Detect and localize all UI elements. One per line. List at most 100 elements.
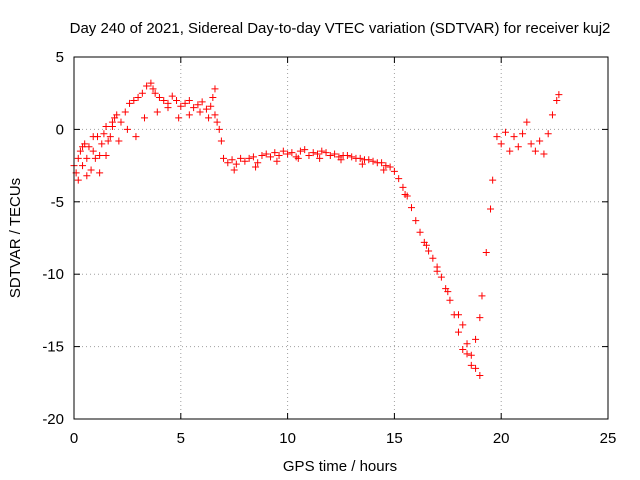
data-point: [322, 149, 330, 157]
data-point: [279, 147, 287, 155]
data-point: [284, 150, 292, 158]
data-point: [134, 94, 142, 102]
data-point: [245, 154, 253, 162]
data-point: [365, 156, 373, 164]
data-point: [177, 102, 185, 110]
data-point: [198, 98, 206, 106]
data-point: [296, 147, 304, 155]
data-point: [271, 149, 279, 157]
data-point: [482, 248, 490, 256]
data-point: [85, 143, 93, 151]
x-ticks: 0 5 10 15 20 25: [70, 57, 617, 447]
y-tick-label: -10: [42, 266, 64, 283]
x-tick-label: 25: [600, 430, 617, 447]
data-point: [416, 228, 424, 236]
data-point: [151, 89, 159, 97]
x-tick-label: 5: [177, 430, 185, 447]
data-point: [196, 108, 204, 116]
data-point: [467, 351, 475, 359]
data-point: [217, 137, 225, 145]
data-point: [305, 151, 313, 159]
data-point: [356, 154, 364, 162]
data-point: [348, 153, 356, 161]
data-point: [194, 101, 202, 109]
data-point: [181, 99, 189, 107]
data-point: [232, 160, 240, 168]
data-point: [501, 128, 509, 136]
data-point: [463, 340, 471, 348]
y-tick-label: -5: [51, 194, 64, 211]
data-point: [215, 125, 223, 133]
data-point: [267, 153, 275, 161]
data-point: [380, 166, 388, 174]
data-point: [358, 160, 366, 168]
data-point: [102, 123, 110, 131]
x-tick-label: 0: [70, 430, 78, 447]
data-point: [487, 205, 495, 213]
data-point: [98, 140, 106, 148]
data-point: [207, 102, 215, 110]
data-point: [108, 123, 116, 131]
data-point: [121, 108, 129, 116]
data-point: [164, 104, 172, 112]
data-point: [316, 154, 324, 162]
data-point: [130, 96, 138, 104]
data-point: [472, 364, 480, 372]
data-point: [79, 143, 87, 151]
data-point: [262, 150, 270, 158]
x-tick-label: 15: [386, 430, 403, 447]
data-point: [309, 149, 317, 157]
data-point: [519, 130, 527, 138]
data-point: [185, 111, 193, 119]
data-point: [220, 154, 228, 162]
data-points: [70, 79, 563, 380]
data-point: [74, 176, 82, 184]
data-point: [213, 118, 221, 126]
data-point: [422, 241, 430, 249]
data-point: [510, 133, 518, 141]
data-point: [446, 296, 454, 304]
data-point: [326, 151, 334, 159]
data-point: [140, 114, 148, 122]
data-point: [106, 133, 114, 141]
data-point: [147, 79, 155, 87]
data-point: [506, 147, 514, 155]
data-point: [209, 94, 217, 102]
data-point: [463, 350, 471, 358]
data-point: [96, 151, 104, 159]
data-point: [459, 321, 467, 329]
data-point: [89, 147, 97, 155]
data-point: [412, 217, 420, 225]
data-point: [143, 82, 151, 90]
data-point: [314, 150, 322, 158]
data-point: [149, 85, 157, 93]
data-point: [497, 140, 505, 148]
data-point: [548, 111, 556, 119]
data-point: [228, 156, 236, 164]
x-tick-label: 10: [279, 430, 296, 447]
data-point: [115, 137, 123, 145]
data-point: [369, 157, 377, 165]
data-point: [102, 151, 110, 159]
chart-title: Day 240 of 2021, Sidereal Day-to-day VTE…: [70, 20, 611, 37]
data-point: [275, 151, 283, 159]
plot-frame: [73, 56, 609, 420]
data-point: [258, 151, 266, 159]
data-point: [104, 137, 112, 145]
data-point: [429, 254, 437, 262]
data-point: [211, 85, 219, 93]
data-point: [553, 96, 561, 104]
data-point: [155, 94, 163, 102]
data-point: [100, 130, 108, 138]
data-point: [168, 92, 176, 100]
data-point: [531, 147, 539, 155]
data-point: [536, 137, 544, 145]
x-axis-label: GPS time / hours: [283, 458, 397, 475]
data-point: [476, 314, 484, 322]
y-axis-label: SDTVAR / TECUs: [7, 178, 24, 298]
data-point: [378, 159, 386, 167]
data-point: [454, 311, 462, 319]
data-point: [294, 154, 302, 162]
data-point: [249, 153, 257, 161]
data-point: [476, 372, 484, 380]
